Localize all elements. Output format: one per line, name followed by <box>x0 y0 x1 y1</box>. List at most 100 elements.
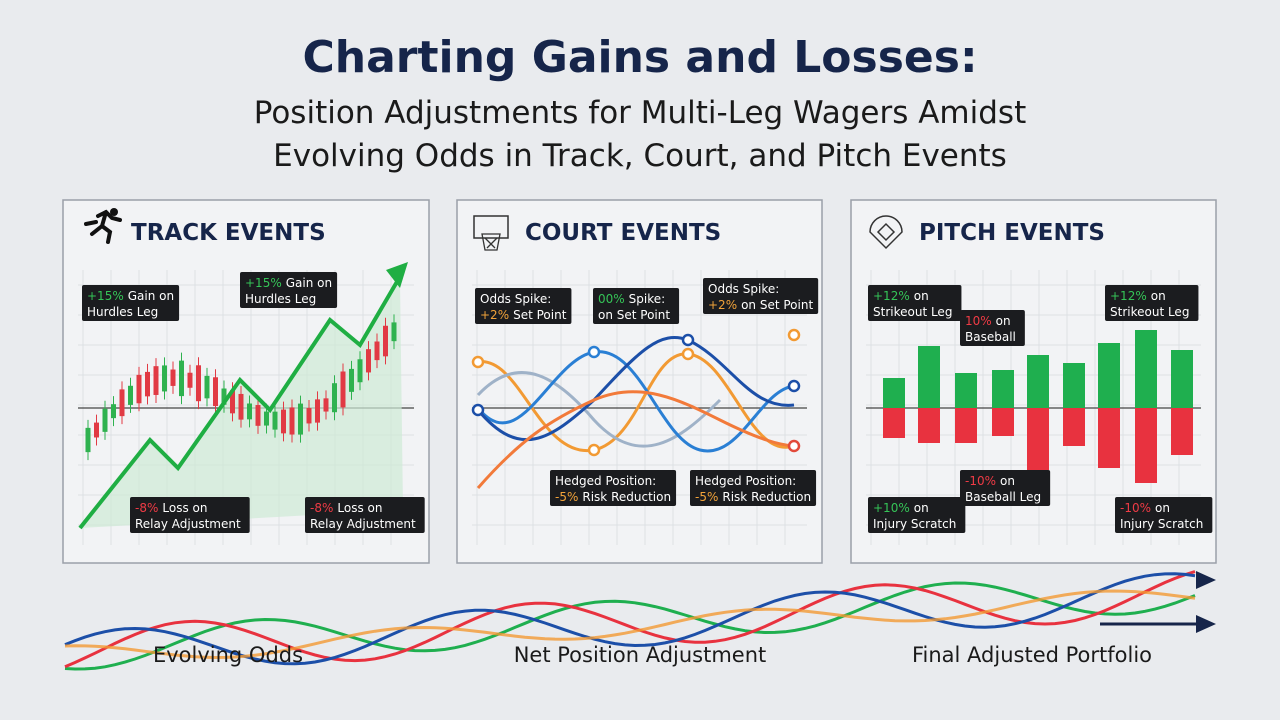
loss-bar <box>992 408 1014 436</box>
candle <box>391 322 397 342</box>
annotation-text: +12% on <box>873 289 929 303</box>
footer-label: Evolving Odds <box>153 643 303 667</box>
annotation-text: Odds Spike: <box>480 292 551 306</box>
annotation-label: Relay Adjustment <box>310 517 416 531</box>
candle <box>136 374 142 404</box>
candle <box>323 398 329 412</box>
candle <box>272 411 278 430</box>
annotation: Hedged Position: -5% Risk Reduction <box>550 470 677 506</box>
candle <box>374 341 380 361</box>
annotation-tag: -5% <box>695 490 718 504</box>
annotation-text: 00% Spike: <box>598 292 665 306</box>
annotation-text: 10% on <box>965 314 1011 328</box>
annotation-text: Baseball Leg <box>965 490 1041 504</box>
annotation: 10% on Baseball <box>960 310 1025 346</box>
annotation-box <box>1105 285 1199 321</box>
annotation-label: on Set Point <box>741 298 813 312</box>
annotation: +12% on Strikeout Leg <box>1105 285 1199 321</box>
candle <box>102 408 108 432</box>
annotation: -8% Loss on Relay Adjustment <box>305 497 425 533</box>
annotation-label: Risk Reduction <box>722 490 811 504</box>
arrow-head <box>1196 615 1216 633</box>
annotation-tag: -10% <box>1120 501 1151 515</box>
candle <box>315 399 320 423</box>
subtitle: Position Adjustments for Multi-Leg Wager… <box>254 95 1026 131</box>
annotation-box <box>82 285 180 321</box>
odds-curve <box>477 352 795 453</box>
annotation-tag: +2% <box>708 298 737 312</box>
annotation-text: Hedged Position: <box>695 474 796 488</box>
wave <box>64 572 1196 666</box>
annotation-text: +2% on Set Point <box>708 298 813 312</box>
odds-point <box>787 328 801 342</box>
panel-title: PITCH EVENTS <box>919 220 1105 246</box>
annotation-tag: 10% <box>965 314 992 328</box>
odds-curve <box>476 390 795 489</box>
annotation-label: Spike: <box>629 292 666 306</box>
panel-title: COURT EVENTS <box>525 220 721 246</box>
candle <box>383 325 388 357</box>
annotation: Odds Spike: +2% Set Point <box>475 288 572 324</box>
annotation-text: Relay Adjustment <box>310 517 416 531</box>
annotation: +10% on Injury Scratch <box>868 497 966 533</box>
candle <box>153 366 159 395</box>
candle <box>179 360 184 397</box>
footer-label: Net Position Adjustment <box>514 643 767 667</box>
annotation-label: Odds Spike: <box>708 282 779 296</box>
annotation: -10% on Baseball Leg <box>960 470 1051 506</box>
annotation: +15% Gain on Hurdles Leg <box>82 285 180 321</box>
annotation-text: Odds Spike: <box>708 282 779 296</box>
annotation-label: Gain on <box>286 276 332 290</box>
wave <box>64 589 1196 660</box>
candle <box>196 365 201 402</box>
annotation-box <box>550 470 677 506</box>
annotation-box <box>1115 497 1213 533</box>
annotation-box <box>703 278 819 314</box>
runner-icon <box>84 209 122 244</box>
annotation-label: on <box>914 289 929 303</box>
candle <box>289 407 295 435</box>
gain-bar <box>955 373 977 408</box>
annotation-label: Odds Spike: <box>480 292 551 306</box>
annotation-box <box>593 288 680 324</box>
annotation-text: +15% Gain on <box>245 276 332 290</box>
annotation-label: on <box>1155 501 1170 515</box>
annotation-text: Hedged Position: <box>555 474 656 488</box>
annotation-text: -5% Risk Reduction <box>555 490 671 504</box>
candle <box>187 372 193 388</box>
annotation-box <box>130 497 250 533</box>
annotation-label: Injury Scratch <box>873 517 956 531</box>
hoop-icon <box>473 215 509 239</box>
odds-curve <box>476 350 795 453</box>
loss-bar <box>1135 408 1157 483</box>
annotation-text: Injury Scratch <box>873 517 956 531</box>
gain-bar <box>1098 343 1120 408</box>
candle <box>128 385 133 405</box>
annotation-label: on <box>914 501 929 515</box>
candle <box>230 390 235 414</box>
annotation: Hedged Position: -5% Risk Reduction <box>690 470 817 506</box>
annotation-tag: -10% <box>965 474 996 488</box>
candle <box>306 408 312 424</box>
candle <box>119 389 125 417</box>
gain-bar <box>1027 355 1049 408</box>
annotation: Odds Spike: +2% on Set Point <box>703 278 819 314</box>
annotation-text: Injury Scratch <box>1120 517 1203 531</box>
candle <box>298 403 303 435</box>
annotation-text: Hurdles Leg <box>87 305 158 319</box>
field-icon <box>869 215 903 250</box>
candle <box>94 422 99 438</box>
odds-point <box>587 345 601 359</box>
annotation: -8% Loss on Relay Adjustment <box>130 497 250 533</box>
odds-point <box>471 355 485 369</box>
annotation-tag: +10% <box>873 501 910 515</box>
annotation-tag: -8% <box>135 501 158 515</box>
loss-bar <box>883 408 905 438</box>
annotation-label: Loss on <box>337 501 382 515</box>
annotation-text: Relay Adjustment <box>135 517 241 531</box>
candle <box>238 393 244 420</box>
annotation: 00% Spike: on Set Point <box>593 288 680 324</box>
candle <box>247 403 252 420</box>
annotation-text: +15% Gain on <box>87 289 174 303</box>
annotation-text: -8% Loss on <box>310 501 382 515</box>
